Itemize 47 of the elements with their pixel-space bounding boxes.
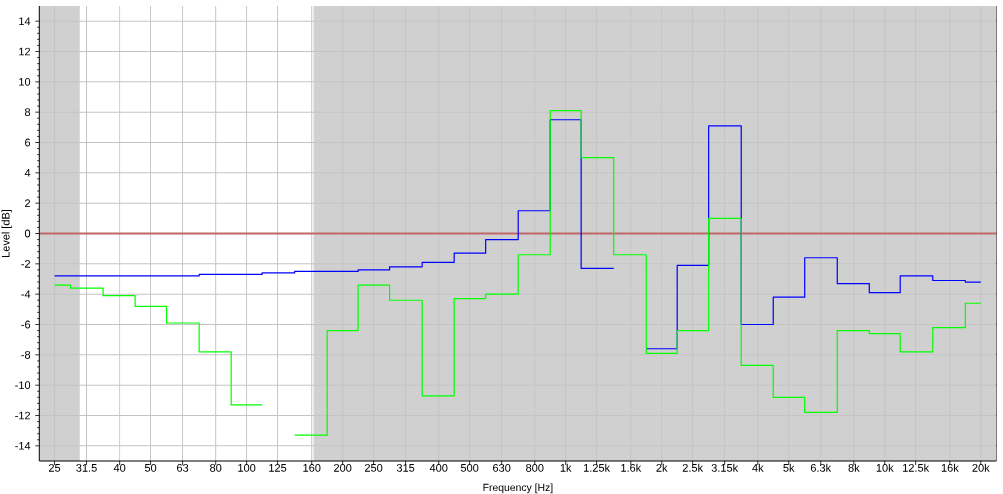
y-tick-label: -12 xyxy=(15,411,31,420)
y-tick-label: 6 xyxy=(25,138,31,147)
y-axis-title: Level [dB] xyxy=(1,209,12,257)
x-tick-label: 315 xyxy=(396,463,415,472)
x-tick-label: 3.15k xyxy=(711,463,739,472)
x-tick-label: 160 xyxy=(303,463,321,472)
x-axis-title: Frequency [Hz] xyxy=(483,483,553,494)
x-tick-label: 1.6k xyxy=(621,463,642,472)
x-tick-label: 2.5k xyxy=(682,463,704,472)
x-tick-label: 400 xyxy=(429,463,448,472)
x-tick-label: 40 xyxy=(113,463,126,472)
x-tick-label: 2k xyxy=(656,463,668,472)
x-tick-label: 16k xyxy=(941,463,959,472)
y-tick-label: -8 xyxy=(21,350,31,359)
x-tick-label: 250 xyxy=(364,463,383,472)
y-tick-label: -6 xyxy=(21,320,31,329)
y-tick-label: 12 xyxy=(19,47,31,56)
x-tick-label: 80 xyxy=(210,463,222,472)
y-tick-label: -14 xyxy=(15,442,31,450)
y-tick-label: 2 xyxy=(25,199,31,208)
x-tick-label: 8k xyxy=(848,463,860,472)
x-tick-label: 25 xyxy=(48,463,61,472)
x-tick-label: 125 xyxy=(269,463,287,472)
y-tick-label: 0 xyxy=(24,229,31,238)
x-tick-label: 500 xyxy=(460,463,479,472)
y-tick-label: -2 xyxy=(21,260,31,268)
x-tick-label: 1k xyxy=(560,463,572,472)
y-tick-label: -10 xyxy=(15,381,31,390)
x-tick-label: 5k xyxy=(783,463,795,472)
x-tick-label: 63 xyxy=(177,463,189,472)
y-tick-label: 8 xyxy=(24,108,31,117)
x-tick-label: 20k xyxy=(972,463,990,472)
x-tick-label: 1.25k xyxy=(583,463,611,472)
y-tick-label: 10 xyxy=(19,77,31,86)
x-tick-label: 10k xyxy=(876,463,894,472)
y-tick-label: -4 xyxy=(21,290,31,298)
x-tick-label: 31.5 xyxy=(76,463,97,472)
x-tick-label: 200 xyxy=(334,463,352,472)
x-tick-label: 100 xyxy=(238,463,256,472)
x-tick-label: 630 xyxy=(493,463,511,472)
y-tick-label: 14 xyxy=(19,17,31,25)
x-tick-label: 4k xyxy=(752,463,764,472)
y-tick-label: 4 xyxy=(24,169,31,177)
x-tick-label: 6.3k xyxy=(810,463,832,472)
x-tick-label: 12.5k xyxy=(903,463,930,472)
x-tick-label: 50 xyxy=(144,463,157,472)
x-tick-label: 800 xyxy=(526,463,544,472)
